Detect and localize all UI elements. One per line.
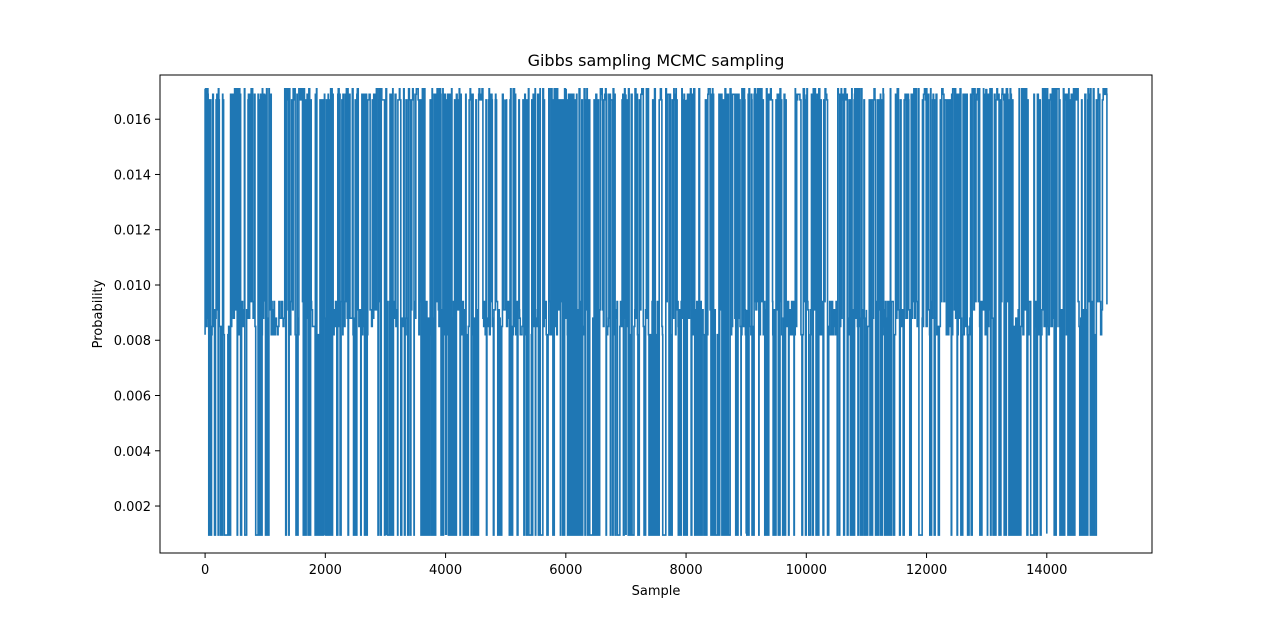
chart-title: Gibbs sampling MCMC sampling — [528, 51, 785, 70]
x-tick-label: 6000 — [549, 563, 582, 578]
x-tick-label: 12000 — [906, 563, 947, 578]
x-tick-label: 0 — [201, 563, 209, 578]
y-tick-label: 0.008 — [114, 334, 151, 349]
axes-frame — [159, 74, 1153, 554]
x-axis-ticks: 0 2000 4000 6000 8000 10000 12000 14000 — [201, 553, 1067, 578]
y-axis-label: Probability — [91, 279, 106, 348]
x-axis-label: Sample — [632, 584, 681, 599]
y-tick-label: 0.006 — [114, 390, 151, 405]
y-tick-label: 0.002 — [114, 500, 151, 515]
y-axis-ticks: 0.002 0.004 0.006 0.008 0.010 0.012 0.014 0.016 — [114, 113, 160, 515]
x-tick-label: 4000 — [429, 563, 462, 578]
x-tick-label: 10000 — [786, 563, 827, 578]
x-tick-label: 8000 — [670, 563, 703, 578]
y-tick-label: 0.014 — [114, 168, 151, 183]
y-tick-label: 0.004 — [114, 445, 151, 460]
x-tick-label: 14000 — [1026, 563, 1067, 578]
y-tick-label: 0.012 — [114, 224, 151, 239]
series-line-trace — [204, 88, 1108, 536]
y-tick-label: 0.010 — [114, 279, 151, 294]
x-tick-label: 2000 — [309, 563, 342, 578]
plot-area — [204, 88, 1108, 536]
y-tick-label: 0.016 — [114, 113, 151, 128]
